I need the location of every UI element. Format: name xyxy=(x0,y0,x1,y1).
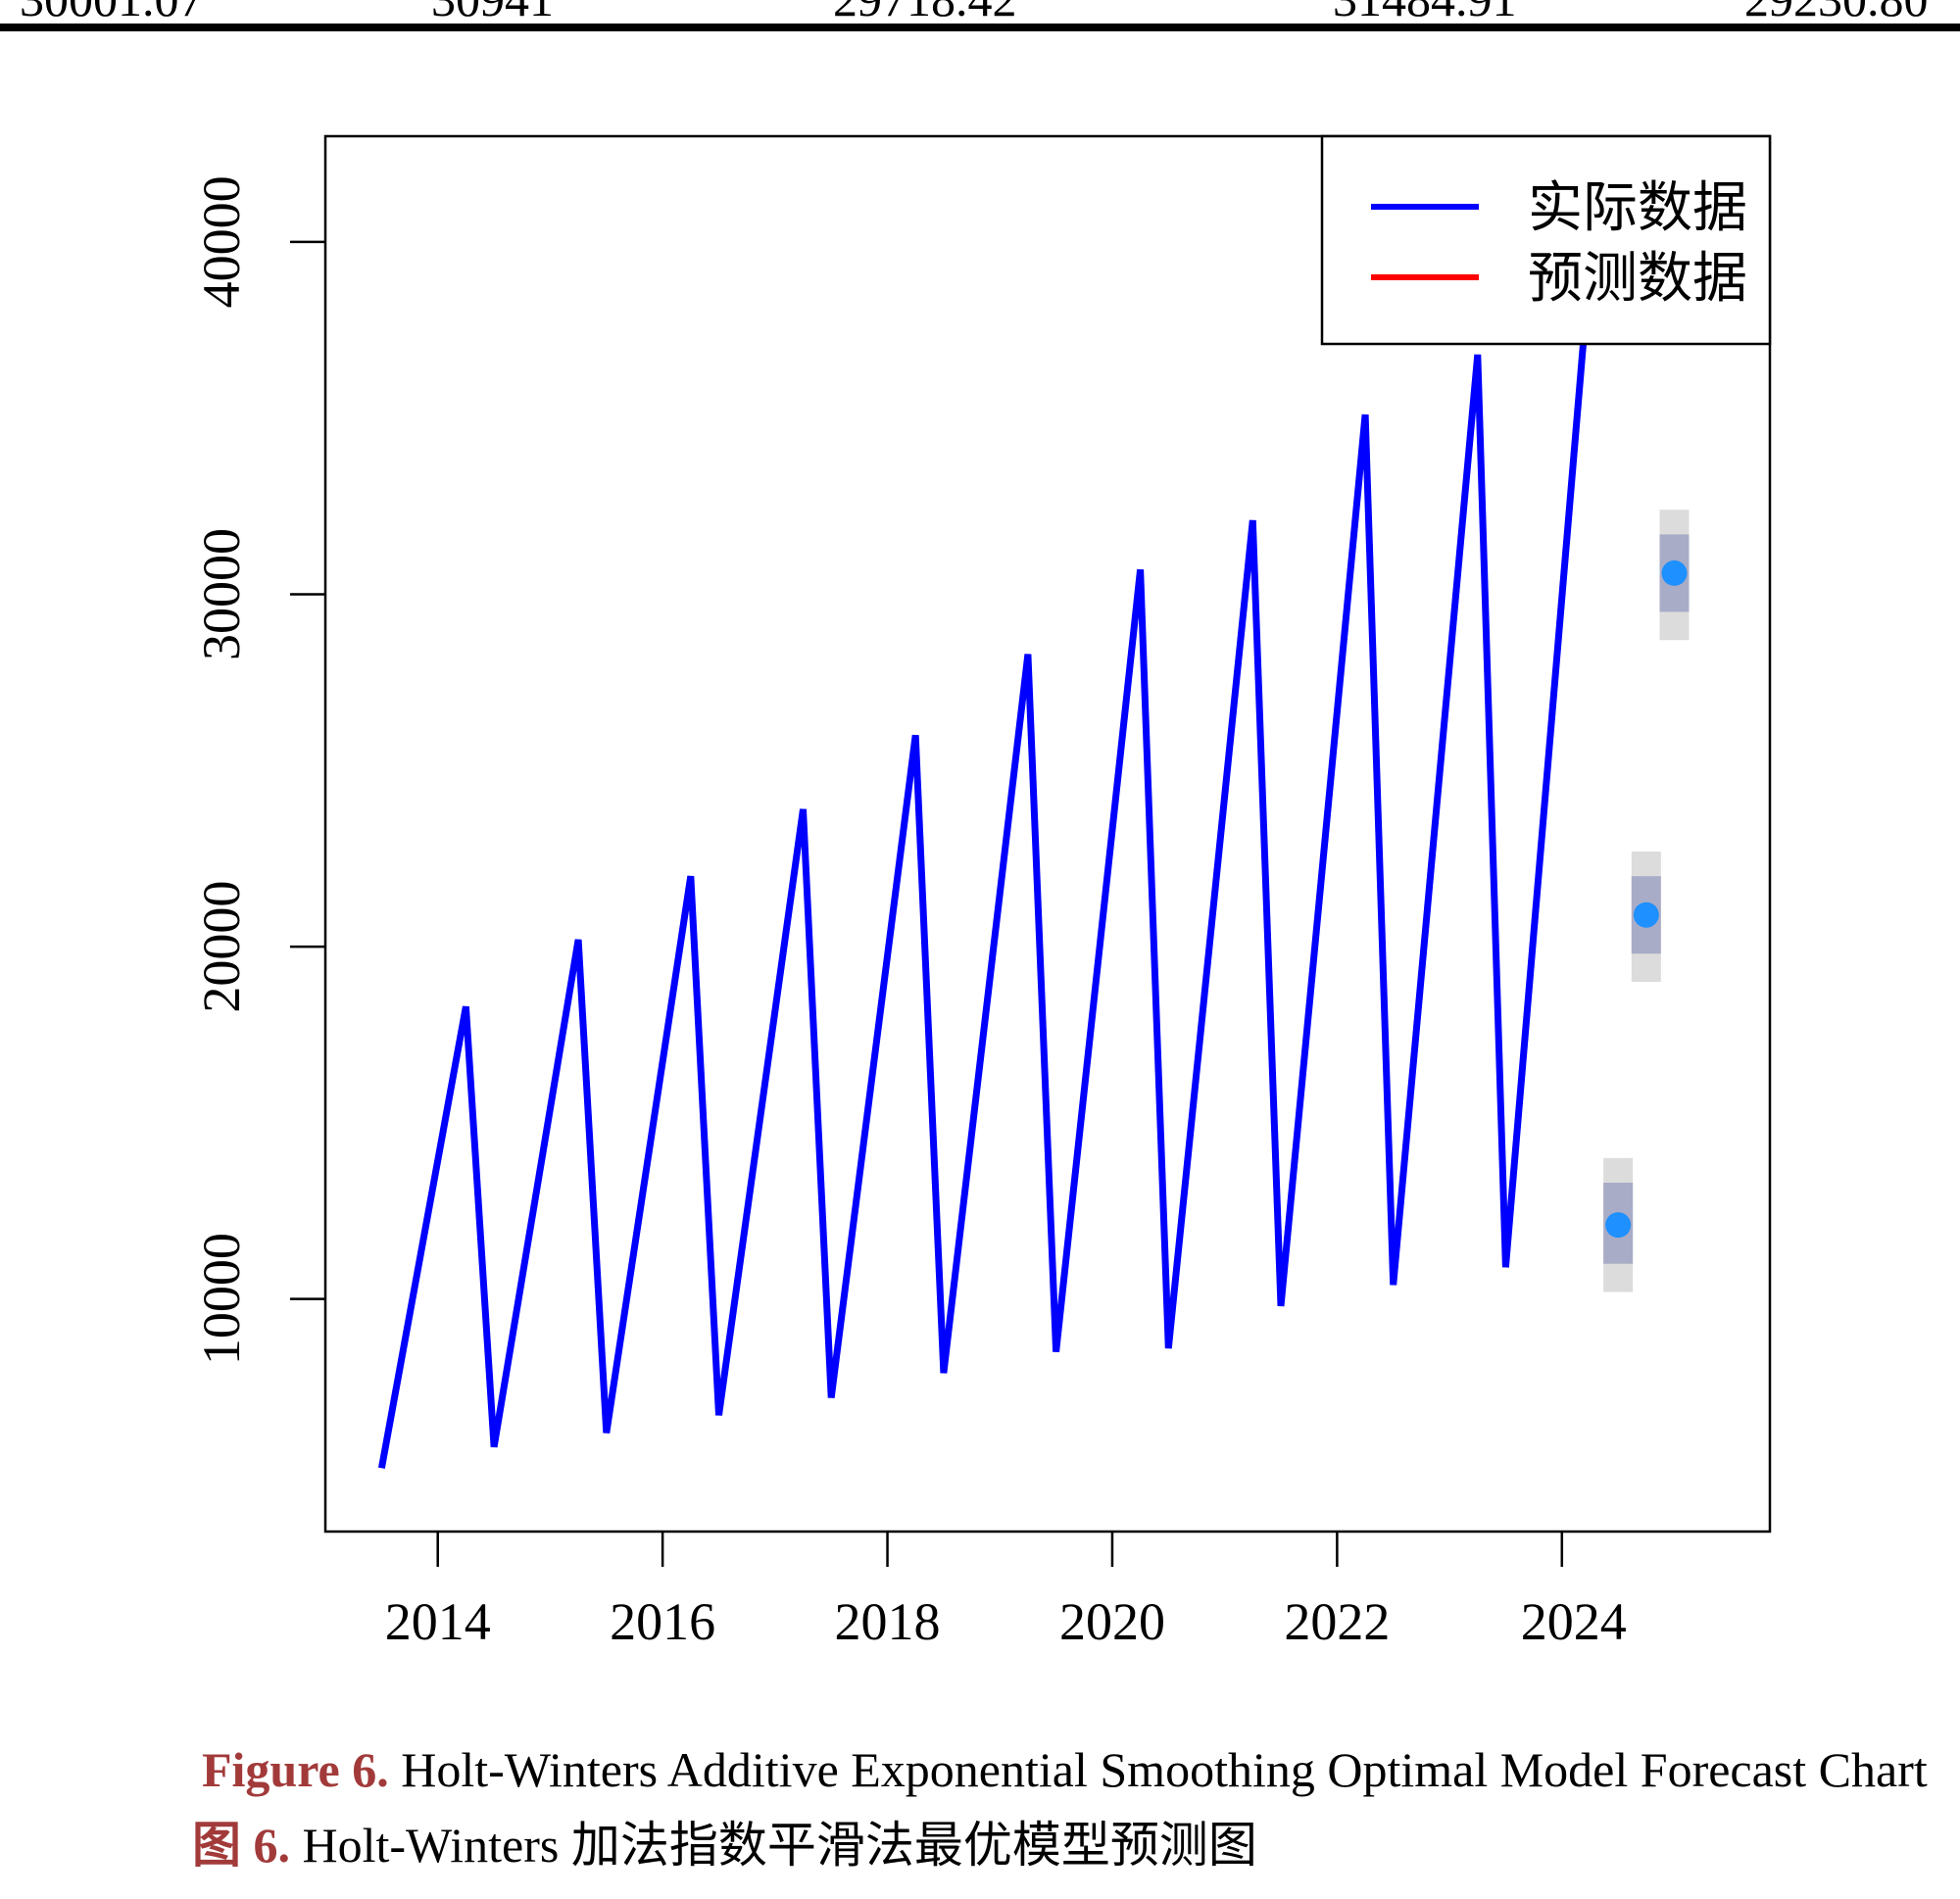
y-tick-label: 40000 xyxy=(192,175,251,308)
legend-label: 实际数据 xyxy=(1528,176,1747,240)
caption-chinese: 图 6. Holt-Winters 加法指数平滑法最优模型预测图 xyxy=(192,1806,1257,1876)
y-tick-label: 20000 xyxy=(192,881,251,1013)
table-cell: 31484.91 xyxy=(1333,0,1517,24)
caption-en-label: Figure 6. xyxy=(202,1742,389,1797)
x-tick-label: 2022 xyxy=(1284,1592,1390,1651)
forecast-point xyxy=(1661,560,1688,586)
x-tick-label: 2018 xyxy=(835,1592,941,1651)
x-tick-label: 2016 xyxy=(610,1592,715,1651)
table-cell: 30941 xyxy=(431,0,554,24)
forecast-point xyxy=(1633,901,1659,928)
table-cell: 29718.42 xyxy=(833,0,1017,24)
forecast-chart: 2014 2016 2018 2020 2022 2024 10000 20000 30000 4… xyxy=(192,134,1772,1651)
legend-box xyxy=(1320,134,1772,346)
x-tick-label: 2014 xyxy=(385,1592,491,1651)
x-tick-label: 2020 xyxy=(1059,1592,1165,1651)
forecast-point xyxy=(1605,1212,1632,1239)
table-bottom-rule xyxy=(0,24,1960,31)
caption-english: Figure 6. Holt-Winters Additive Exponent… xyxy=(202,1741,1928,1798)
y-tick-label: 10000 xyxy=(192,1233,251,1365)
legend-label: 预测数据 xyxy=(1528,247,1747,311)
caption-zh-text: Holt-Winters 加法指数平滑法最优模型预测图 xyxy=(290,1818,1257,1873)
y-tick-label: 30000 xyxy=(192,528,251,660)
series-line-actual xyxy=(377,329,1589,1469)
plot-frame xyxy=(323,134,1772,1534)
table-fragment: 30001.07 30941 29718.42 31484.91 29230.8… xyxy=(0,0,1960,39)
caption-zh-label: 图 6. xyxy=(192,1818,290,1873)
table-cell: 30001.07 xyxy=(20,0,204,24)
x-tick-label: 2024 xyxy=(1521,1592,1627,1651)
table-cell: 29230.80 xyxy=(1744,0,1929,24)
caption-en-text: Holt-Winters Additive Exponential Smooth… xyxy=(388,1742,1928,1797)
